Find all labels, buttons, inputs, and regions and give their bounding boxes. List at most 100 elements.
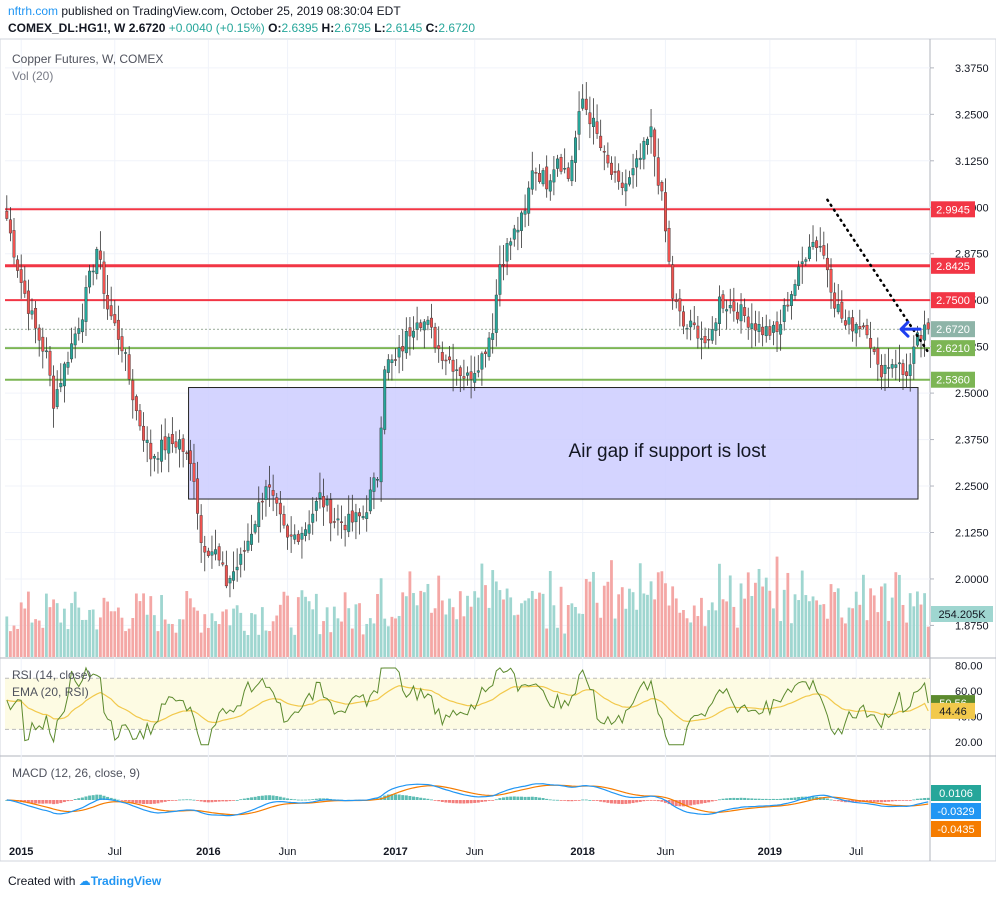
volume-bar (631, 592, 635, 657)
macd-histogram-bar (548, 799, 552, 801)
volume-bar (797, 600, 801, 657)
candle-body (836, 304, 840, 313)
candle-body (325, 499, 329, 506)
volume-bar (808, 601, 811, 657)
candle-body (408, 327, 412, 337)
candle-body (833, 292, 837, 309)
volume-bar (358, 603, 361, 657)
candle-body (818, 246, 822, 248)
volume-bar (775, 556, 779, 657)
candle-body (793, 284, 797, 296)
candle-body (106, 295, 110, 310)
volume-bar (120, 617, 124, 657)
candle-body (109, 305, 113, 317)
macd-histogram-bar (509, 796, 513, 800)
candle-body (235, 566, 239, 571)
macd-histogram-bar (782, 798, 786, 800)
volume-bar (476, 597, 480, 657)
volume-bar (325, 607, 329, 657)
macd-histogram-bar (534, 796, 538, 800)
volume-bar (322, 621, 325, 657)
macd-histogram-bar (70, 800, 74, 801)
macd-histogram-bar (257, 796, 261, 800)
support-price-tag (931, 371, 975, 388)
macd-histogram-bar (584, 799, 588, 801)
publisher-name[interactable]: nftrh.com (8, 4, 59, 18)
candle-body (714, 322, 718, 331)
rsi-ema-line (6, 685, 929, 724)
tradingview-link[interactable]: TradingView (90, 874, 162, 888)
macd-histogram-bar (232, 800, 236, 801)
created-with-label: Created with (8, 874, 76, 888)
candle-body (699, 338, 703, 340)
macd-histogram-bar (44, 800, 48, 804)
volume-bar (383, 618, 387, 657)
volume-bar (570, 603, 574, 657)
volume-bar (66, 629, 70, 657)
macd-histogram-bar (606, 800, 610, 803)
volume-bar (394, 618, 397, 657)
macd-histogram-bar (786, 798, 790, 800)
macd-histogram-bar (444, 800, 448, 803)
candle-body (717, 296, 721, 324)
macd-title: MACD (12, 26, close, 9) (12, 766, 140, 780)
chart-canvas[interactable]: 2015 Jul 2016 Jun 2017 Jun 2018 Jun 2019 Jul 3.375… (0, 0, 996, 870)
candle-body (635, 158, 639, 168)
candle-body (149, 442, 153, 460)
candle-body (905, 371, 909, 377)
macd-histogram-bar (771, 798, 775, 800)
candle-body (689, 320, 693, 328)
volume-bar (170, 624, 174, 657)
candle-body (919, 335, 923, 340)
volume-bar (95, 629, 99, 657)
volume-bar (5, 616, 9, 657)
volume-bar (196, 610, 199, 657)
x-tick-label: Jun (279, 846, 297, 858)
candle-body (638, 157, 642, 160)
volume-bar (754, 582, 757, 657)
volume-bar (566, 605, 570, 657)
volume-bar (772, 608, 775, 657)
volume-bar (354, 604, 358, 657)
candle-body (376, 479, 379, 481)
volume-bar (872, 595, 876, 657)
volume-bar (124, 631, 127, 657)
macd-histogram-bar (451, 800, 455, 804)
macd-histogram-bar (609, 800, 613, 804)
volume-bar (365, 623, 369, 657)
macd-histogram-bar (599, 800, 603, 802)
volume-bar (916, 591, 919, 657)
volume-bar (462, 616, 466, 657)
volume-bar (214, 621, 217, 657)
macd-histogram-bar (905, 800, 909, 801)
macd-histogram-bar (656, 800, 660, 802)
candle-body (282, 514, 286, 526)
macd-histogram-bar (196, 800, 200, 801)
candle-body (678, 298, 682, 312)
candle-body (210, 551, 214, 556)
volume-bar (192, 607, 196, 657)
candle-body (404, 331, 408, 354)
candle-body (170, 434, 174, 445)
volume-bar (174, 632, 178, 657)
volume-bar (30, 622, 34, 657)
volume-bar (466, 595, 469, 657)
arrow-icon (899, 320, 922, 338)
candle-body (275, 497, 279, 504)
volume-bar (736, 627, 739, 657)
volume-bar (134, 593, 138, 657)
candle-body (710, 329, 714, 341)
macd-histogram-bar (116, 799, 120, 801)
candle-body (473, 373, 477, 383)
macd-histogram-bar (426, 798, 430, 800)
candle-body (152, 456, 156, 459)
rsi-line (6, 666, 929, 746)
macd-histogram-bar (926, 797, 930, 800)
macd-histogram-bar (746, 798, 750, 800)
volume-bar (19, 602, 23, 657)
volume-bar (880, 586, 883, 657)
candle-body (419, 322, 423, 328)
volume-bar (660, 571, 664, 657)
candle-body (343, 524, 347, 531)
candle-body (397, 347, 401, 358)
